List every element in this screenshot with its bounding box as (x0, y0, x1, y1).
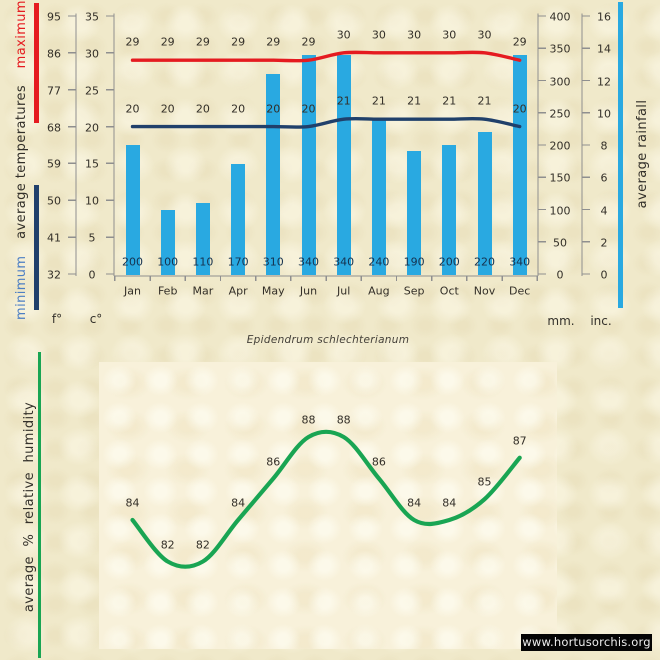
min-temp-label: 20 (231, 102, 245, 115)
axis-tick-label-f: 68 (47, 121, 61, 134)
axis-tick-label-c: 25 (85, 84, 99, 97)
month-label: Sep (404, 285, 425, 298)
axis-tick-label-mm: 300 (550, 75, 571, 88)
rainfall-value-label: 190 (404, 256, 425, 269)
month-label: Dec (509, 285, 530, 298)
humidity-value-label: 82 (196, 538, 210, 551)
max-temp-label: 29 (302, 36, 316, 49)
max-temp-label: 29 (196, 36, 210, 49)
rainfall-value-label: 200 (439, 256, 460, 269)
axis-tick-label-c: 35 (85, 11, 99, 24)
axis-tick-label-mm: 150 (550, 172, 571, 185)
humidity-value-label: 82 (161, 538, 175, 551)
axis-tick-label-mm: 50 (553, 236, 567, 249)
axis-tick-label-inc: 12 (597, 75, 611, 88)
month-label: Nov (474, 285, 495, 298)
axis-tick-label-f: 86 (47, 47, 61, 60)
month-label: Jun (300, 285, 317, 298)
axis-tick-label-f: 41 (47, 232, 61, 245)
axis-tick-label-c: 10 (85, 195, 99, 208)
max-temp-label: 29 (513, 36, 527, 49)
rainfall-value-label: 340 (298, 256, 319, 269)
axis-tick-label-f: 95 (47, 11, 61, 24)
max-temp-label: 30 (478, 28, 492, 41)
rainfall-value-label: 340 (333, 256, 354, 269)
axis-tick-label-c: 15 (85, 158, 99, 171)
max-temp-label: 29 (161, 36, 175, 49)
rainfall-value-label: 340 (509, 256, 530, 269)
min-temp-label: 21 (337, 95, 351, 108)
axis-tick-label-mm: 350 (550, 43, 571, 56)
min-temp-label: 20 (126, 102, 140, 115)
rainfall-value-label: 310 (263, 256, 284, 269)
axis-tick-label-mm: 400 (550, 11, 571, 24)
max-temp-label: 30 (407, 28, 421, 41)
data-labels-layer: 3241505968778695051015202530350501001502… (0, 0, 660, 660)
min-temp-label: 21 (372, 95, 386, 108)
rainfall-value-label: 110 (192, 256, 213, 269)
axis-tick-label-f: 77 (47, 84, 61, 97)
min-temp-label: 20 (196, 102, 210, 115)
axis-tick-label-c: 5 (89, 232, 96, 245)
max-temp-label: 30 (337, 28, 351, 41)
axis-tick-label-f: 59 (47, 158, 61, 171)
axis-tick-label-inc: 2 (601, 236, 608, 249)
min-temp-label: 21 (442, 95, 456, 108)
humidity-value-label: 88 (337, 414, 351, 427)
humidity-value-label: 86 (372, 455, 386, 468)
month-label: Jul (337, 285, 350, 298)
max-temp-label: 30 (372, 28, 386, 41)
rainfall-value-label: 240 (368, 256, 389, 269)
month-label: Jan (124, 285, 141, 298)
axis-tick-label-mm: 200 (550, 140, 571, 153)
month-label: May (262, 285, 285, 298)
axis-tick-label-inc: 0 (601, 269, 608, 282)
humidity-value-label: 84 (231, 497, 245, 510)
humidity-value-label: 85 (478, 476, 492, 489)
axis-tick-label-mm: 250 (550, 107, 571, 120)
min-temp-label: 20 (161, 102, 175, 115)
humidity-value-label: 84 (126, 497, 140, 510)
axis-tick-label-inc: 6 (601, 172, 608, 185)
climate-page: { "title": "Epidendrum schlechterianum",… (0, 0, 660, 660)
axis-tick-label-inc: 14 (597, 43, 611, 56)
axis-tick-label-c: 30 (85, 47, 99, 60)
axis-tick-label-c: 0 (89, 269, 96, 282)
min-temp-label: 20 (513, 102, 527, 115)
axis-tick-label-mm: 0 (557, 269, 564, 282)
month-label: Mar (193, 285, 214, 298)
humidity-value-label: 86 (266, 455, 280, 468)
rainfall-value-label: 100 (157, 256, 178, 269)
humidity-value-label: 84 (407, 497, 421, 510)
axis-tick-label-inc: 4 (601, 204, 608, 217)
max-temp-label: 29 (126, 36, 140, 49)
min-temp-label: 20 (266, 102, 280, 115)
axis-tick-label-inc: 16 (597, 11, 611, 24)
min-temp-label: 20 (302, 102, 316, 115)
humidity-value-label: 88 (302, 414, 316, 427)
month-label: Apr (229, 285, 248, 298)
axis-tick-label-inc: 10 (597, 107, 611, 120)
rainfall-value-label: 200 (122, 256, 143, 269)
min-temp-label: 21 (478, 95, 492, 108)
axis-tick-label-c: 20 (85, 121, 99, 134)
min-temp-label: 21 (407, 95, 421, 108)
max-temp-label: 30 (442, 28, 456, 41)
axis-tick-label-mm: 100 (550, 204, 571, 217)
month-label: Aug (368, 285, 389, 298)
humidity-value-label: 87 (513, 434, 527, 447)
humidity-value-label: 84 (442, 497, 456, 510)
axis-tick-label-f: 50 (47, 195, 61, 208)
month-label: Oct (440, 285, 459, 298)
max-temp-label: 29 (266, 36, 280, 49)
max-temp-label: 29 (231, 36, 245, 49)
rainfall-value-label: 220 (474, 256, 495, 269)
axis-tick-label-f: 32 (47, 269, 61, 282)
watermark-link[interactable]: www.hortusorchis.org (521, 634, 652, 651)
axis-tick-label-inc: 8 (601, 140, 608, 153)
month-label: Feb (158, 285, 177, 298)
rainfall-value-label: 170 (228, 256, 249, 269)
